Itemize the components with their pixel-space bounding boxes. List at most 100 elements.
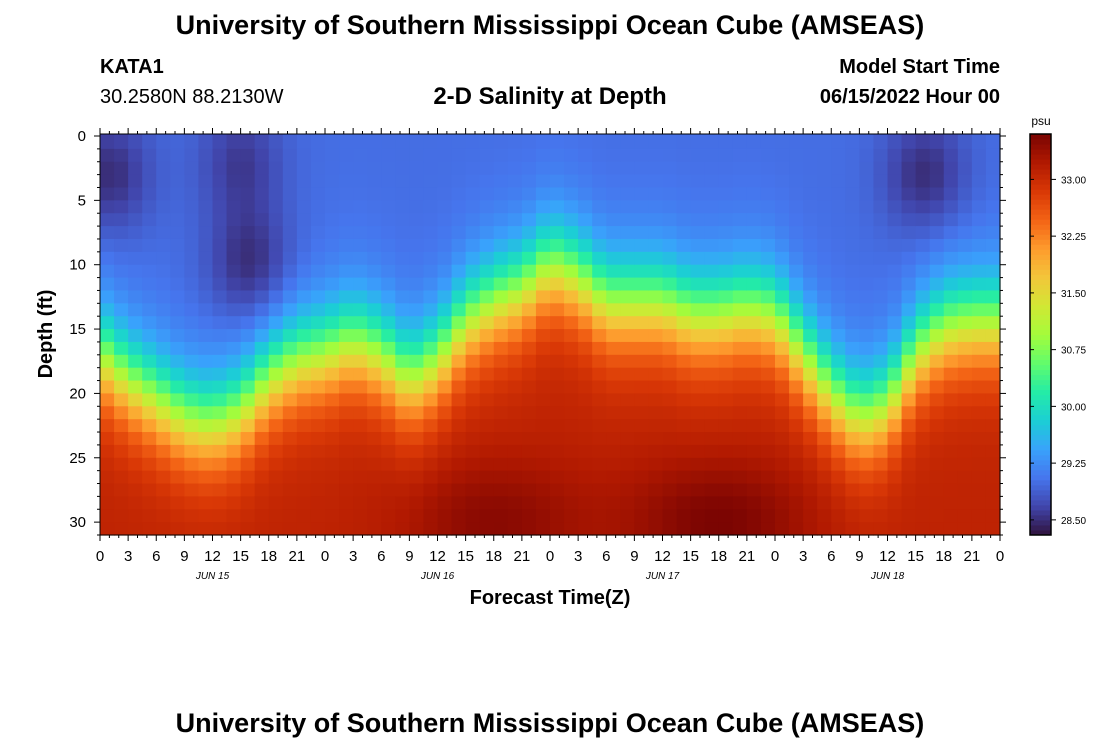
heatmap-cell <box>732 457 748 472</box>
heatmap-cell <box>282 251 298 266</box>
heatmap-cell <box>873 444 889 459</box>
heatmap-cell <box>718 238 734 253</box>
heatmap-cell <box>423 419 439 433</box>
heatmap-cell <box>971 277 987 292</box>
heatmap-cell <box>901 134 917 150</box>
heatmap-cell <box>381 187 396 201</box>
heatmap-cell <box>915 393 931 407</box>
heatmap-cell <box>662 393 678 407</box>
heatmap-cell <box>296 316 312 330</box>
heatmap-cell <box>760 457 776 472</box>
heatmap-cell <box>718 419 734 433</box>
heatmap-cell <box>690 367 706 382</box>
heatmap-cell <box>268 367 284 382</box>
heatmap-cell <box>775 496 790 510</box>
heatmap-cell <box>465 303 481 317</box>
heatmap-cell <box>353 406 368 420</box>
heatmap-cell <box>718 354 734 369</box>
heatmap-cell <box>578 148 593 163</box>
heatmap-cell <box>943 406 959 420</box>
heatmap-cell <box>437 251 453 266</box>
heatmap-cell <box>296 251 312 266</box>
heatmap-cell <box>296 522 312 536</box>
heatmap-cell <box>465 419 481 433</box>
heatmap-cell <box>943 393 959 407</box>
heatmap-cell <box>803 329 818 343</box>
heatmap-cell <box>704 354 720 369</box>
heatmap-cell <box>929 509 945 523</box>
heatmap-cell <box>887 238 903 253</box>
heatmap-cell <box>465 341 481 356</box>
heatmap-cell <box>226 161 242 176</box>
heatmap-cell <box>437 264 453 279</box>
heatmap-cell <box>606 406 621 420</box>
colorbar-segment <box>1030 334 1051 341</box>
heatmap-cells <box>100 134 1001 536</box>
heatmap-cell <box>775 432 790 446</box>
heatmap-cell <box>128 354 143 369</box>
heatmap-cell <box>395 509 410 523</box>
heatmap-cell <box>296 277 312 292</box>
colorbar-segment <box>1030 249 1051 255</box>
heatmap-cell <box>775 200 790 214</box>
heatmap-cell <box>395 264 410 279</box>
heatmap-cell <box>254 470 270 485</box>
heatmap-cell <box>971 161 987 176</box>
heatmap-cell <box>859 303 875 317</box>
heatmap-cell <box>704 380 720 395</box>
heatmap-cell <box>746 161 762 176</box>
heatmap-cell <box>437 226 453 240</box>
heatmap-cell <box>114 393 129 407</box>
heatmap-cell <box>296 380 312 395</box>
heatmap-cell <box>957 380 973 395</box>
heatmap-cell <box>451 316 467 330</box>
heatmap-cell <box>775 316 790 330</box>
heatmap-cell <box>479 187 495 201</box>
heatmap-cell <box>901 187 917 201</box>
heatmap-cell <box>423 187 439 201</box>
heatmap-cell <box>901 367 917 382</box>
heatmap-cell <box>901 432 917 446</box>
heatmap-cell <box>268 148 284 163</box>
heatmap-cell <box>606 134 621 150</box>
heatmap-cell <box>929 470 945 485</box>
heatmap-cell <box>170 290 185 304</box>
heatmap-cell <box>296 483 312 497</box>
heatmap-cell <box>381 148 396 163</box>
heatmap-cell <box>339 470 354 485</box>
heatmap-cell <box>873 341 889 356</box>
heatmap-cell <box>746 496 762 510</box>
heatmap-cell <box>114 264 129 279</box>
heatmap-cell <box>690 226 706 240</box>
heatmap-cell <box>156 134 171 150</box>
heatmap-cell <box>831 200 846 214</box>
heatmap-cell <box>353 432 368 446</box>
heatmap-cell <box>943 444 959 459</box>
heatmap-cell <box>803 406 818 420</box>
heatmap-cell <box>564 470 579 485</box>
heatmap-cell <box>493 277 509 292</box>
heatmap-cell <box>873 251 889 266</box>
heatmap-cell <box>521 161 537 176</box>
heatmap-cell <box>775 277 790 292</box>
heatmap-cell <box>746 393 762 407</box>
colorbar-segment <box>1030 154 1051 160</box>
heatmap-cell <box>381 226 396 240</box>
heatmap-cell <box>789 380 804 395</box>
x-tick-label: 6 <box>377 548 385 565</box>
heatmap-cell <box>451 161 467 176</box>
heatmap-cell <box>971 522 987 536</box>
heatmap-cell <box>648 200 664 214</box>
heatmap-cell <box>578 406 593 420</box>
heatmap-cell <box>367 470 382 485</box>
heatmap-cell <box>310 419 326 433</box>
heatmap-cell <box>100 161 115 176</box>
heatmap-cell <box>437 419 453 433</box>
heatmap-cell <box>957 226 973 240</box>
colorbar-segment <box>1030 194 1051 200</box>
heatmap-cell <box>381 380 396 395</box>
colorbar-tick-label: 32.25 <box>1061 232 1086 243</box>
heatmap-cell <box>465 174 481 189</box>
heatmap-cell <box>240 432 256 446</box>
